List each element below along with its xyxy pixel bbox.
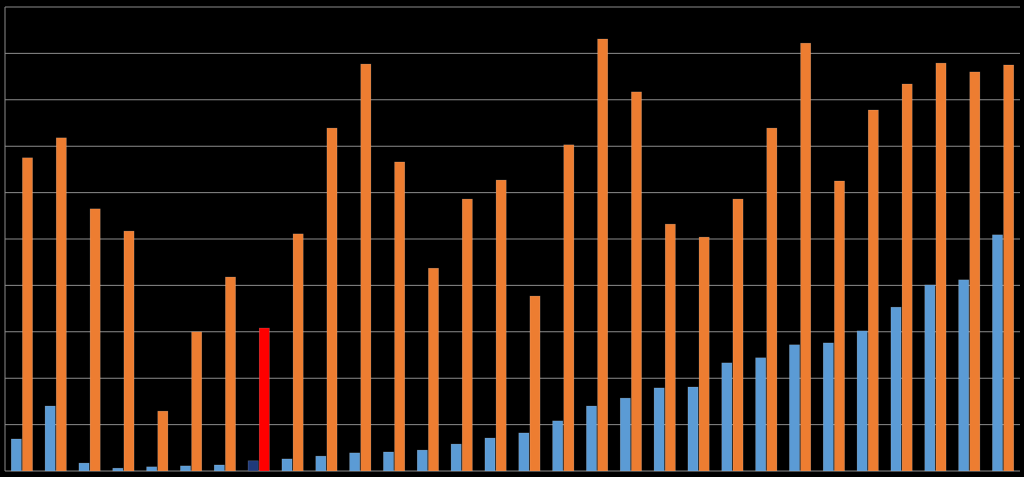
- bar: [180, 465, 191, 472]
- bar: [10, 438, 22, 472]
- bar: [484, 437, 496, 472]
- bar: [732, 198, 744, 472]
- bar: [631, 91, 642, 472]
- bar: [789, 344, 800, 472]
- bar: [428, 267, 439, 472]
- bar: [349, 452, 361, 472]
- bar: [992, 234, 1003, 472]
- bar: [529, 295, 541, 472]
- bar: [664, 223, 676, 472]
- bar: [213, 464, 225, 472]
- bar: [225, 276, 236, 472]
- bar: [191, 331, 203, 472]
- bar: [935, 62, 947, 472]
- bar: [315, 455, 327, 472]
- bar: [394, 161, 406, 472]
- bar: [518, 432, 530, 472]
- bar: [766, 127, 778, 472]
- bar: [416, 449, 428, 472]
- bar: [22, 157, 33, 472]
- bar: [856, 330, 868, 472]
- bar: [326, 127, 338, 472]
- bar: [687, 386, 699, 472]
- bar: [800, 42, 812, 472]
- bar: [112, 467, 124, 472]
- bar: [461, 198, 473, 472]
- bar: [890, 306, 902, 472]
- bar: [55, 137, 67, 472]
- bar: [78, 462, 90, 472]
- bar: [901, 83, 913, 472]
- bar: [495, 179, 507, 472]
- bar: [721, 362, 733, 472]
- bar: [698, 236, 710, 472]
- bar: [597, 38, 609, 472]
- bar: [619, 397, 631, 472]
- bar: [281, 458, 293, 472]
- bar: [1003, 64, 1015, 472]
- bar: [258, 327, 270, 472]
- bar: [157, 410, 169, 472]
- bar: [360, 63, 372, 472]
- bar: [586, 405, 597, 472]
- bar: [292, 233, 304, 472]
- bar: [958, 279, 970, 472]
- bar: [834, 180, 845, 472]
- bar: [383, 451, 394, 472]
- bar: [552, 420, 564, 472]
- bar: [822, 342, 834, 472]
- bar: [653, 387, 665, 472]
- bar: [89, 208, 101, 472]
- bar: [867, 109, 879, 472]
- bar: [755, 357, 767, 472]
- bar: [146, 466, 158, 472]
- bar: [969, 71, 981, 472]
- bar: [924, 284, 936, 472]
- bar: [247, 460, 259, 472]
- bar: [563, 144, 575, 472]
- bar: [450, 443, 462, 472]
- bar: [44, 405, 56, 472]
- bar: [123, 230, 135, 472]
